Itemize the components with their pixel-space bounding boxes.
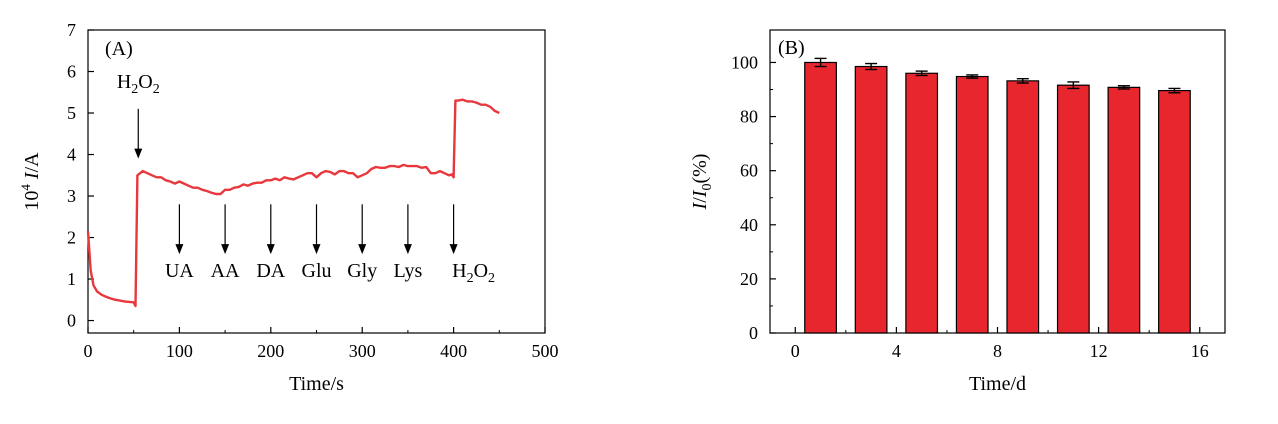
y-tick-label-a: 0 [67,311,76,331]
bar [1158,89,1191,334]
x-tick-label-b: 0 [791,341,800,361]
y-tick-label-a: 7 [67,20,76,40]
y-tick-label-a: 2 [67,228,76,248]
annotation-arrow-head [403,244,412,255]
y-tick-label-b: 80 [740,107,758,127]
y-label-b-var2: I [689,189,711,198]
annotation-label: H2O2 [117,71,160,97]
annotation-arrow-head [175,244,184,255]
y-tick-label-a: 4 [67,145,76,165]
bar [1107,86,1141,334]
annotation-arrow-head [134,148,143,159]
annotation-label: Lys [393,260,422,282]
annotation-arrow-head [358,244,367,255]
x-tick-label-b: 16 [1191,341,1209,361]
annotation-arrow-head [312,244,321,255]
plot-frame-b [769,29,1226,334]
x-axis-label-b: Time/d [969,373,1026,395]
panel-label-b: (B) [778,37,805,59]
annotation-arrow-head [221,244,230,255]
annotation-label-sub2: 2 [488,271,495,286]
y-label-a-unit: /A [21,152,43,173]
x-tick-label-a: 400 [440,341,467,361]
x-tick-label-a: 300 [349,341,376,361]
series-line-a [86,98,500,308]
panel-label-a: (A) [105,38,133,60]
bar [804,61,837,334]
annotation-label-sub1: 2 [467,271,474,286]
y-tick-label-b: 20 [740,269,758,289]
x-tick-label-b: 4 [892,341,901,361]
x-tick-label-b: 12 [1090,341,1108,361]
annotation-label-sub2: 2 [153,82,160,97]
y-axis-label-b: I/I0(%) [689,154,715,211]
y-label-a-base: 10 [21,191,43,211]
y-label-a-var: I [21,171,43,184]
annotation-arrow-head [449,244,458,255]
x-tick-label-a: 200 [257,341,284,361]
bar [854,65,888,334]
y-tick-label-b: 40 [740,215,758,235]
bar [1006,80,1040,334]
annotation-label: H2O2 [452,260,495,286]
y-tick-label-a: 1 [67,269,76,289]
y-tick-label-a: 3 [67,186,76,206]
annotation-label: AA [211,260,240,282]
annotation-label-o: O [474,260,488,282]
x-tick-label-b: 8 [993,341,1002,361]
annotation-label-o: O [138,71,152,93]
plot-frame-a [87,29,546,334]
y-label-b-sub: 0 [700,184,715,191]
bar [955,75,989,334]
y-tick-label-a: 5 [67,103,76,123]
x-tick-label-a: 100 [166,341,193,361]
y-tick-label-b: 100 [731,52,758,72]
y-label-b-sep: / [689,197,711,203]
x-axis-label-a: Time/s [289,373,344,395]
y-tick-label-b: 60 [740,161,758,181]
annotation-label: Gly [347,260,377,282]
y-tick-label-a: 6 [67,62,76,82]
y-label-b-var1: I [689,201,711,210]
x-tick-label-a: 0 [84,341,93,361]
annotation-arrow-head [266,244,275,255]
y-tick-label-b: 0 [749,323,758,343]
annotation-label-h: H [452,260,466,282]
bar [905,72,939,334]
annotation-label-sub1: 2 [131,82,138,97]
annotation-label-h: H [117,71,131,93]
x-tick-label-a: 500 [532,341,559,361]
y-label-b-unit: (%) [689,154,711,184]
y-axis-label-a: 104 I/A [18,152,43,211]
bar [1056,84,1090,334]
y-label-a-exp: 4 [18,184,33,191]
annotation-label: UA [165,260,194,282]
annotation-label: DA [256,260,285,282]
annotation-label: Glu [302,260,332,282]
